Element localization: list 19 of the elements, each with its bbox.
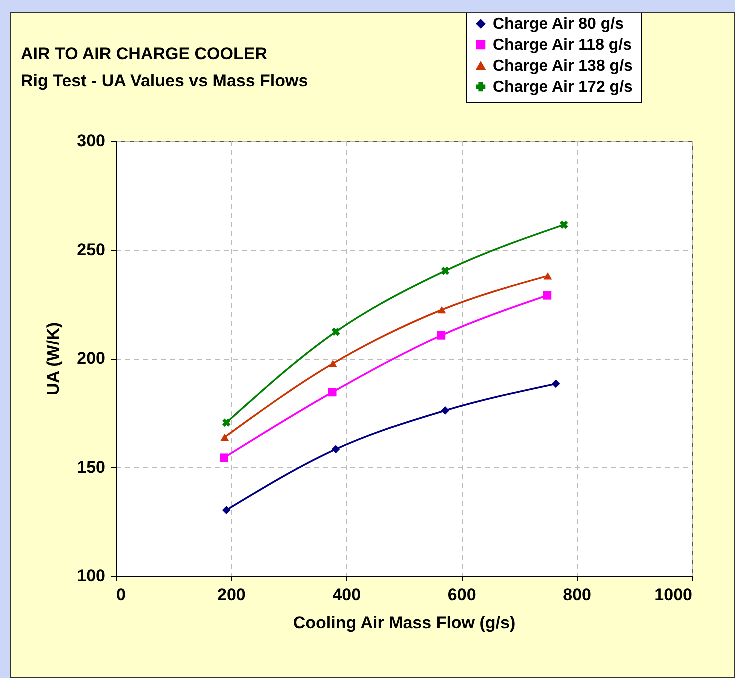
x-tick-label: 800 (563, 586, 592, 604)
chart-title: AIR TO AIR CHARGE COOLER (21, 44, 268, 64)
x-tick-label: 1000 (654, 586, 692, 604)
y-axis-title: UA (W/K) (44, 322, 64, 396)
x-tick-label: 200 (218, 586, 246, 604)
legend-label: Charge Air 138 g/s (493, 58, 634, 75)
legend-label: Charge Air 118 g/s (493, 37, 632, 54)
y-tick-label: 300 (77, 132, 106, 150)
y-tick-label: 250 (77, 240, 106, 260)
x-tick-label: 400 (332, 586, 362, 604)
legend-label: Charge Air 80 g/s (493, 16, 624, 33)
legend-label: Charge Air 172 g/s (493, 79, 634, 96)
x-axis-title: Cooling Air Mass Flow (g/s) (293, 614, 516, 632)
y-tick-label: 200 (77, 349, 106, 368)
x-tick-label: 600 (448, 586, 476, 604)
y-tick-label: 150 (77, 458, 106, 477)
chart-subtitle: Rig Test - UA Values vs Mass Flows (21, 72, 308, 90)
x-tick-label: 0 (116, 586, 126, 604)
y-tick-label: 100 (77, 566, 106, 586)
